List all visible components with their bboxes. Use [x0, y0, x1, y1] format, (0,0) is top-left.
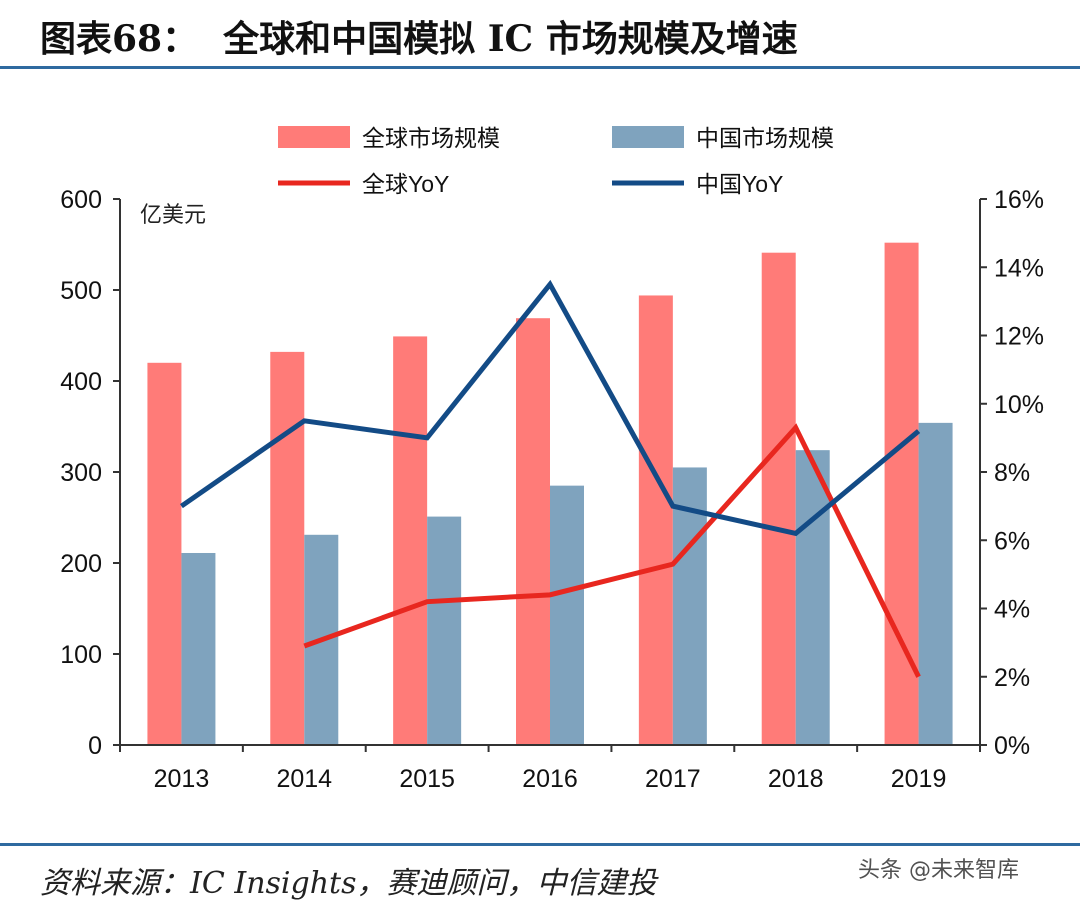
legend-label: 中国YoY	[696, 171, 783, 197]
x-tick-label: 2016	[522, 765, 578, 793]
line-china-yoy	[180, 279, 921, 537]
x-tick-label: 2014	[276, 765, 332, 793]
right-tick-label: 10%	[994, 391, 1044, 419]
bar-china-2018	[795, 450, 830, 745]
bar-china-2016	[550, 485, 584, 745]
left-tick-label: 300	[60, 459, 102, 487]
page-title: 图表68： 全球和中国模拟 IC 市场规模及增速	[40, 18, 798, 60]
x-tick-label: 2017	[645, 765, 701, 793]
legend-label: 中国市场规模	[696, 125, 834, 151]
right-tick-label: 16%	[994, 186, 1044, 214]
legend-swatch	[278, 126, 350, 148]
left-tick-label: 100	[60, 641, 102, 669]
bar-china-2019	[918, 422, 953, 745]
title-divider	[0, 66, 1080, 69]
bar-global-2016	[516, 318, 550, 745]
unit-label: 亿美元	[140, 202, 206, 227]
legend-swatch	[612, 126, 684, 148]
bar-global-2017	[638, 295, 673, 745]
source-note: 资料来源：IC Insights，赛迪顾问，中信建投	[40, 866, 657, 901]
right-tick-label: 14%	[994, 254, 1044, 282]
bar-global-2018	[761, 252, 796, 745]
bar-global-2014	[270, 351, 305, 745]
bar-china-2015	[427, 516, 462, 745]
left-tick-label: 600	[60, 186, 102, 214]
left-tick-label: 200	[60, 550, 102, 578]
bar-global-2015	[393, 336, 428, 745]
bar-global-2013	[147, 362, 182, 745]
right-tick-label: 0%	[994, 732, 1030, 760]
line-global-yoy	[303, 423, 921, 678]
right-tick-label: 2%	[994, 664, 1030, 692]
left-tick-label: 400	[60, 368, 102, 396]
legend-label: 全球YoY	[362, 171, 449, 197]
x-tick-label: 2019	[891, 765, 947, 793]
left-tick-label: 0	[88, 732, 102, 760]
watermark: 头条 @未来智库	[858, 858, 1019, 883]
x-tick-label: 2018	[768, 765, 824, 793]
footer-divider	[0, 843, 1080, 846]
right-tick-label: 8%	[994, 459, 1030, 487]
legend-label: 全球市场规模	[362, 125, 500, 151]
right-tick-label: 12%	[994, 323, 1044, 351]
right-tick-label: 6%	[994, 527, 1030, 555]
bar-china-2013	[181, 552, 216, 745]
right-tick-label: 4%	[994, 596, 1030, 624]
left-tick-label: 500	[60, 277, 102, 305]
x-tick-label: 2013	[154, 765, 210, 793]
x-tick-label: 2015	[399, 765, 455, 793]
